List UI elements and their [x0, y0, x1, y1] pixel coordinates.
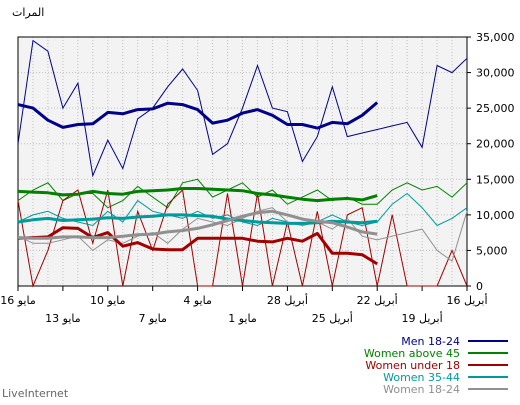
legend-label: Women 35-44	[383, 370, 460, 384]
x-tick-label: 25 أبريل	[312, 311, 353, 325]
y-axis-unit-label: المرات	[12, 6, 45, 19]
x-tick-label: 13 مايو	[45, 312, 81, 325]
legend-item-women-35-44: Women 35-44	[364, 370, 508, 384]
y-tick-label: 35,000	[476, 31, 515, 44]
x-tick-label: 22 أبريل	[357, 293, 398, 307]
series-daily-women-under-18	[17, 188, 468, 288]
legend-item-women-under-18: Women under 18	[364, 358, 508, 372]
legend-swatch	[468, 352, 508, 354]
series-daily-men-18-24	[17, 39, 468, 178]
series-daily-women-18-24	[17, 207, 468, 262]
x-tick-label: 1 مايو	[228, 312, 257, 325]
series-average-women-18-24	[17, 209, 378, 240]
legend-swatch	[468, 376, 508, 378]
legend-swatch	[468, 340, 508, 342]
x-tick-label: 28 أبريل	[267, 293, 308, 307]
legend-swatch	[468, 388, 508, 390]
x-tick-label: 10 مايو	[90, 294, 126, 307]
legend: Men 18-24 Women above 45 Women under 18 Wom…	[363, 334, 508, 396]
legend-swatch	[468, 364, 508, 366]
y-tick-label: 20,000	[476, 138, 515, 151]
series-daily-women-above-45	[17, 178, 468, 209]
y-tick-label: 15,000	[476, 173, 515, 186]
x-tick-label: 16 مايو	[0, 294, 36, 307]
watermark: LiveInternet	[2, 387, 69, 400]
series-average-women-above-45	[17, 187, 378, 203]
x-tick-label: 4 مايو	[183, 294, 212, 307]
legend-item-women-18-24: Women 18-24	[364, 382, 508, 396]
legend-label: Women above 45	[363, 346, 460, 360]
x-tick-label: 19 أبريل	[402, 311, 443, 325]
legend-item-women-above-45: Women above 45	[363, 346, 508, 360]
legend-label: Men 18-24	[401, 334, 460, 348]
y-tick-label: 5,000	[476, 244, 508, 257]
x-tick-label: 16 أبريل	[446, 293, 487, 307]
y-tick-label: 0	[476, 280, 483, 293]
x-tick-label: 7 مايو	[138, 312, 167, 325]
y-tick-label: 10,000	[476, 209, 515, 222]
y-tick-label: 30,000	[476, 67, 515, 80]
series-average-women-under-18	[17, 226, 378, 266]
series-average-men-18-24	[17, 101, 379, 130]
y-tick-label: 25,000	[476, 102, 515, 115]
legend-label: Women under 18	[365, 358, 460, 372]
legend-label: Women 18-24	[383, 382, 460, 396]
legend-item-men-18-24: Men 18-24	[364, 334, 508, 348]
